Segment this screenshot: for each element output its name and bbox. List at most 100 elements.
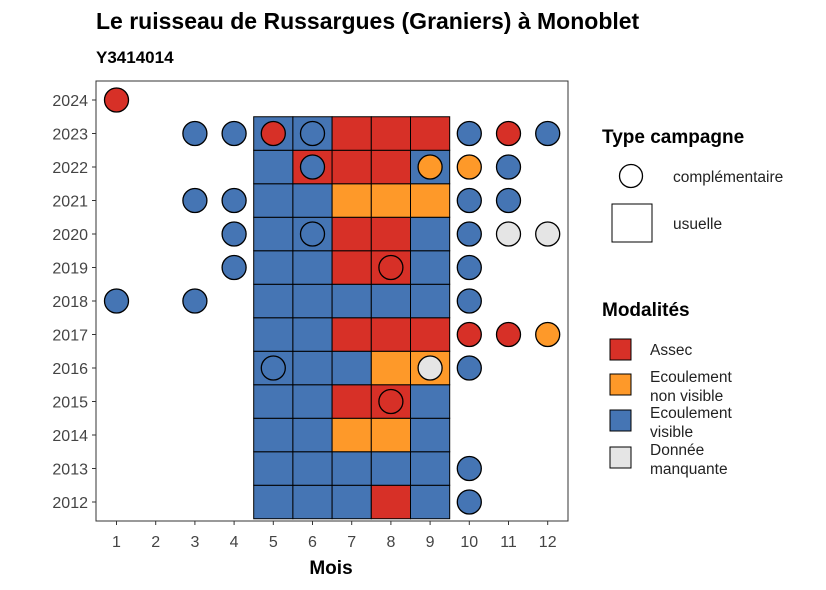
- point-marker: [182, 120, 208, 147]
- point-marker: [495, 154, 522, 180]
- x-tick-label: 8: [386, 534, 395, 551]
- y-tick-label: 2018: [52, 294, 88, 311]
- point-marker: [456, 221, 482, 247]
- point-marker: [103, 288, 130, 314]
- heat-cell: [292, 250, 333, 285]
- y-tick-label: 2016: [52, 361, 88, 378]
- point-marker: [221, 120, 247, 147]
- heat-cell: [410, 216, 451, 252]
- point-marker: [456, 254, 482, 281]
- point-marker: [299, 221, 326, 247]
- heat-cell: [331, 250, 372, 285]
- heat-cell: [331, 384, 372, 419]
- heat-cell: [370, 149, 411, 185]
- heat-cell: [410, 283, 451, 319]
- y-tick-label: 2015: [52, 395, 88, 412]
- heat-cell: [253, 283, 294, 319]
- heat-cell: [370, 116, 411, 151]
- heat-cell: [331, 216, 372, 252]
- point-marker: [299, 120, 326, 147]
- y-tick-label: 2021: [52, 194, 88, 211]
- heat-cell: [331, 116, 372, 151]
- point-marker: [182, 288, 208, 314]
- point-marker: [495, 187, 522, 214]
- x-tick-label: 3: [190, 534, 199, 551]
- point-marker: [299, 154, 326, 180]
- point-marker: [221, 221, 247, 247]
- point-marker: [456, 489, 482, 515]
- x-tick-label: 5: [269, 534, 278, 551]
- heat-cell: [253, 484, 294, 520]
- point-marker: [103, 87, 130, 113]
- point-marker: [456, 154, 482, 180]
- heat-cell: [331, 149, 372, 185]
- point-marker: [417, 355, 443, 381]
- heat-cell: [253, 317, 294, 352]
- heat-cell: [292, 451, 333, 486]
- heat-cell: [410, 250, 451, 285]
- heat-cell: [331, 417, 372, 453]
- legend-fill-label: Ecoulement: [650, 405, 733, 422]
- x-axis: 1 2 3 4 5 6 7 8 9 10 11 12: [112, 521, 557, 551]
- legend-fill-key: [609, 409, 632, 432]
- point-marker: [417, 154, 443, 180]
- legend-fill-key: [609, 338, 632, 361]
- legend-shape-label: usuelle: [673, 216, 722, 233]
- y-tick-label: 2022: [52, 160, 88, 177]
- legend-fill-label: non visible: [650, 388, 723, 405]
- legend-shape-title: Type campagne: [602, 127, 744, 148]
- heat-cell: [253, 384, 294, 419]
- point-marker: [535, 321, 561, 348]
- point-marker: [378, 254, 404, 281]
- y-tick-label: 2020: [52, 227, 88, 244]
- x-tick-label: 10: [460, 534, 478, 551]
- legend-fill-label: manquante: [650, 461, 728, 478]
- point-marker: [456, 288, 482, 314]
- x-tick-label: 2: [151, 534, 160, 551]
- heat-cell: [331, 317, 372, 352]
- x-tick-label: 6: [308, 534, 317, 551]
- complementaire-points: [103, 87, 561, 515]
- point-marker: [378, 388, 404, 415]
- point-marker: [535, 221, 561, 247]
- heat-cell: [253, 216, 294, 252]
- point-marker: [221, 254, 247, 281]
- heat-cell: [292, 384, 333, 419]
- point-marker: [221, 187, 247, 214]
- heat-cell: [370, 317, 411, 352]
- heat-cell: [370, 484, 411, 520]
- point-marker: [456, 187, 482, 214]
- y-tick-label: 2014: [52, 428, 88, 445]
- x-tick-label: 4: [230, 534, 239, 551]
- x-axis-title: Mois: [309, 558, 352, 579]
- heat-cell: [370, 350, 411, 386]
- usuelle-cells: [253, 116, 451, 520]
- heat-cell: [370, 417, 411, 453]
- legend-fill-label: Ecoulement: [650, 369, 733, 386]
- x-tick-label: 9: [426, 534, 435, 551]
- point-marker: [182, 187, 208, 214]
- heat-cell: [253, 417, 294, 453]
- y-tick-label: 2024: [52, 93, 88, 110]
- heat-cell: [410, 183, 451, 218]
- heat-cell: [331, 350, 372, 386]
- heat-cell: [370, 183, 411, 218]
- legend-circle-key: [618, 163, 644, 189]
- heat-cell: [410, 484, 451, 520]
- heat-cell: [292, 183, 333, 218]
- heat-cell: [410, 116, 451, 151]
- heat-cell: [253, 183, 294, 218]
- heat-cell: [410, 417, 451, 453]
- heat-cell: [253, 149, 294, 185]
- y-tick-label: 2013: [52, 462, 88, 479]
- x-tick-label: 7: [347, 534, 356, 551]
- heat-cell: [331, 484, 372, 520]
- y-tick-label: 2012: [52, 495, 88, 512]
- heat-cell: [253, 250, 294, 285]
- point-marker: [456, 455, 482, 482]
- chart-title: Le ruisseau de Russargues (Graniers) à M…: [96, 8, 640, 34]
- legend-fill-title: Modalités: [602, 300, 690, 321]
- heat-cell: [331, 451, 372, 486]
- point-marker: [260, 355, 286, 381]
